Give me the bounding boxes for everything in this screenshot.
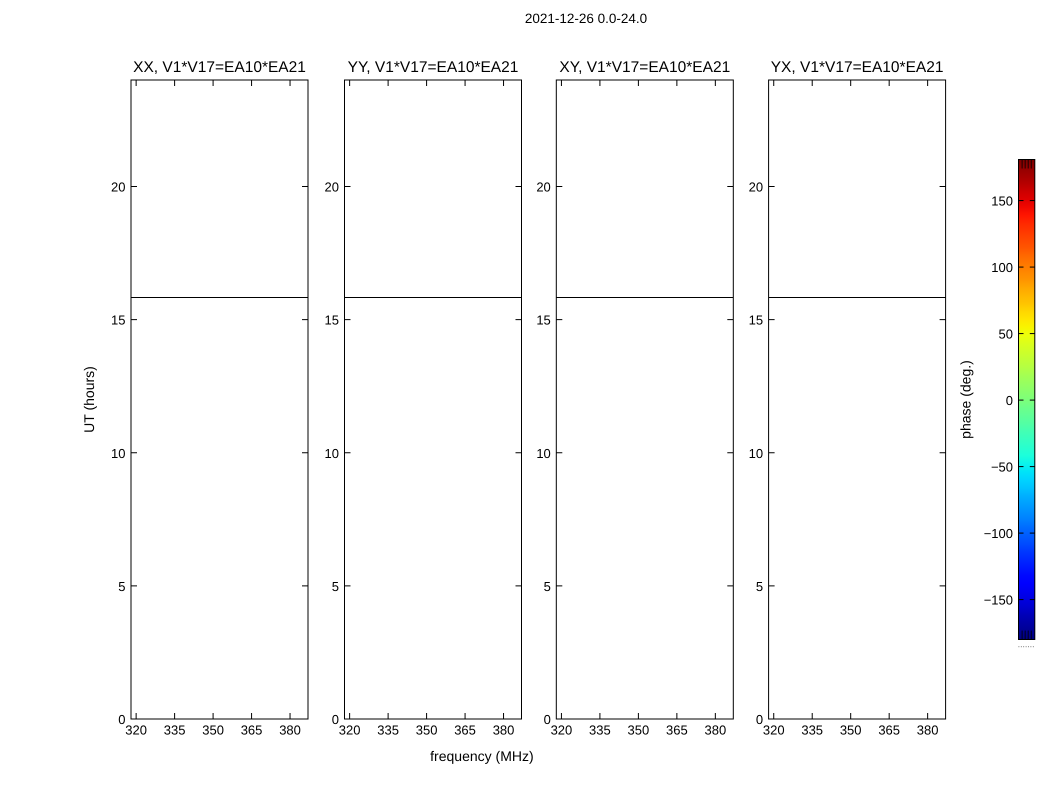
svg-text:YX, V1*V17=EA10*EA21: YX, V1*V17=EA10*EA21 xyxy=(771,59,944,76)
svg-text:335: 335 xyxy=(589,723,611,738)
svg-text:350: 350 xyxy=(628,723,650,738)
svg-text:phase (deg.): phase (deg.) xyxy=(958,360,974,439)
svg-text:20: 20 xyxy=(536,180,550,195)
svg-text:10: 10 xyxy=(111,446,125,461)
svg-text:320: 320 xyxy=(125,723,147,738)
svg-text:380: 380 xyxy=(279,723,301,738)
svg-text:15: 15 xyxy=(111,313,125,328)
svg-text:−100: −100 xyxy=(984,526,1013,541)
svg-text:320: 320 xyxy=(551,723,573,738)
svg-text:365: 365 xyxy=(454,723,476,738)
svg-text:350: 350 xyxy=(840,723,862,738)
svg-text:320: 320 xyxy=(763,723,785,738)
svg-text:350: 350 xyxy=(416,723,438,738)
svg-text:0: 0 xyxy=(118,712,125,727)
svg-text:380: 380 xyxy=(917,723,939,738)
svg-text:YY, V1*V17=EA10*EA21: YY, V1*V17=EA10*EA21 xyxy=(348,59,519,76)
svg-text:XX, V1*V17=EA10*EA21: XX, V1*V17=EA10*EA21 xyxy=(133,59,306,76)
svg-text:20: 20 xyxy=(111,180,125,195)
svg-text:−50: −50 xyxy=(991,460,1013,475)
svg-text:0: 0 xyxy=(544,712,551,727)
svg-text:100: 100 xyxy=(991,260,1013,275)
svg-text:0: 0 xyxy=(332,712,339,727)
svg-text:UT (hours): UT (hours) xyxy=(81,366,97,433)
svg-text:335: 335 xyxy=(164,723,186,738)
svg-text:20: 20 xyxy=(749,180,763,195)
svg-text:2021-12-26 0.0-24.0: 2021-12-26 0.0-24.0 xyxy=(525,11,647,26)
svg-text:365: 365 xyxy=(878,723,900,738)
svg-text:15: 15 xyxy=(749,313,763,328)
svg-text:0: 0 xyxy=(1006,393,1013,408)
svg-text:365: 365 xyxy=(241,723,263,738)
svg-text:380: 380 xyxy=(493,723,515,738)
svg-text:335: 335 xyxy=(377,723,399,738)
svg-text:10: 10 xyxy=(325,446,339,461)
svg-text:frequency (MHz): frequency (MHz) xyxy=(430,748,533,764)
svg-text:365: 365 xyxy=(666,723,688,738)
svg-text:15: 15 xyxy=(325,313,339,328)
svg-text:350: 350 xyxy=(202,723,224,738)
svg-text:380: 380 xyxy=(704,723,726,738)
svg-text:335: 335 xyxy=(801,723,823,738)
svg-text:10: 10 xyxy=(749,446,763,461)
svg-text:5: 5 xyxy=(332,579,339,594)
svg-text:10: 10 xyxy=(536,446,550,461)
svg-text:0: 0 xyxy=(756,712,763,727)
svg-text:XY, V1*V17=EA10*EA21: XY, V1*V17=EA10*EA21 xyxy=(559,59,730,76)
svg-text:5: 5 xyxy=(544,579,551,594)
svg-text:20: 20 xyxy=(325,180,339,195)
svg-text:−150: −150 xyxy=(984,593,1013,608)
svg-text:5: 5 xyxy=(118,579,125,594)
svg-text:15: 15 xyxy=(536,313,550,328)
svg-text:50: 50 xyxy=(999,327,1013,342)
svg-text:5: 5 xyxy=(756,579,763,594)
svg-text:320: 320 xyxy=(339,723,361,738)
svg-text:150: 150 xyxy=(991,194,1013,209)
